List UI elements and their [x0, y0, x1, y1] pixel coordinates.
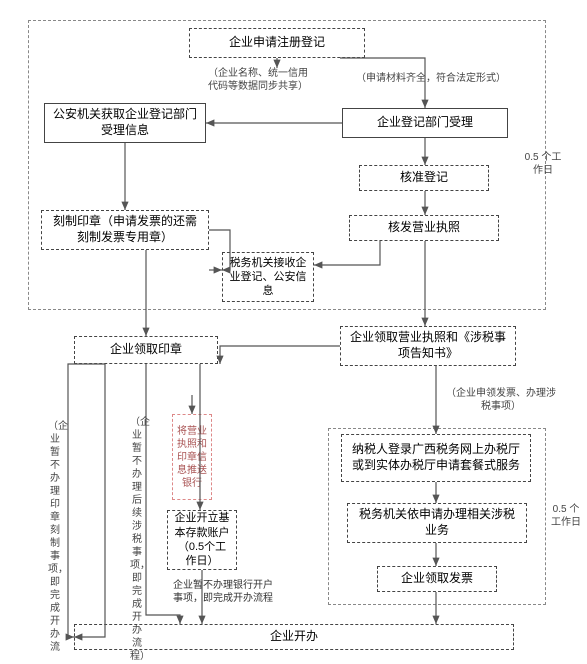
- caption-bank: 企业暂不办理银行开户事项，即完成开办流程: [173, 580, 273, 605]
- node-tax-login: 纳税人登录广西税务网上办税厅或到实体办税厅申请套餐式服务: [341, 434, 531, 482]
- node-verify-reg: 核准登记: [359, 165, 489, 191]
- caption-half1: 0.5 个工作日: [521, 152, 565, 177]
- node-tax-handle: 税务机关依申请办理相关涉税业务: [347, 503, 527, 543]
- node-start: 企业申请注册登记: [189, 28, 365, 58]
- node-carve-seal: 刻制印章（申请发票的还需刻制发票专用章）: [41, 210, 209, 250]
- node-tax-receive: 税务机关接收企业登记、公安信息: [222, 252, 314, 302]
- caption-left1: （企业暂不办理印章刻制事项，即完成开办流: [48, 420, 62, 654]
- node-ga-info: 公安机关获取企业登记部门受理信息: [44, 103, 206, 143]
- caption-material: （申请材料齐全，符合法定形式）: [356, 73, 536, 86]
- node-issue-license: 核发营业执照: [349, 215, 499, 241]
- node-push-bank: 将营业执照和印章信息推送银行: [172, 414, 212, 500]
- node-open-account: 企业开立基本存款账户（0.5个工作日）: [167, 510, 237, 570]
- node-get-license: 企业领取营业执照和《涉税事项告知书》: [340, 326, 516, 366]
- node-get-invoice: 企业领取发票: [377, 566, 497, 592]
- node-reg-accept: 企业登记部门受理: [342, 108, 508, 138]
- caption-names: （企业名称、统一信用代码等数据同步共享）: [207, 68, 309, 93]
- node-get-seal: 企业领取印章: [74, 336, 218, 364]
- caption-half2: 0.5 个工作日: [549, 504, 583, 529]
- caption-apply: （企业申领发票、办理涉税事项）: [444, 388, 558, 413]
- caption-left2: （企业暂不办理后续涉税事项，即完成开办流程）: [130, 416, 144, 663]
